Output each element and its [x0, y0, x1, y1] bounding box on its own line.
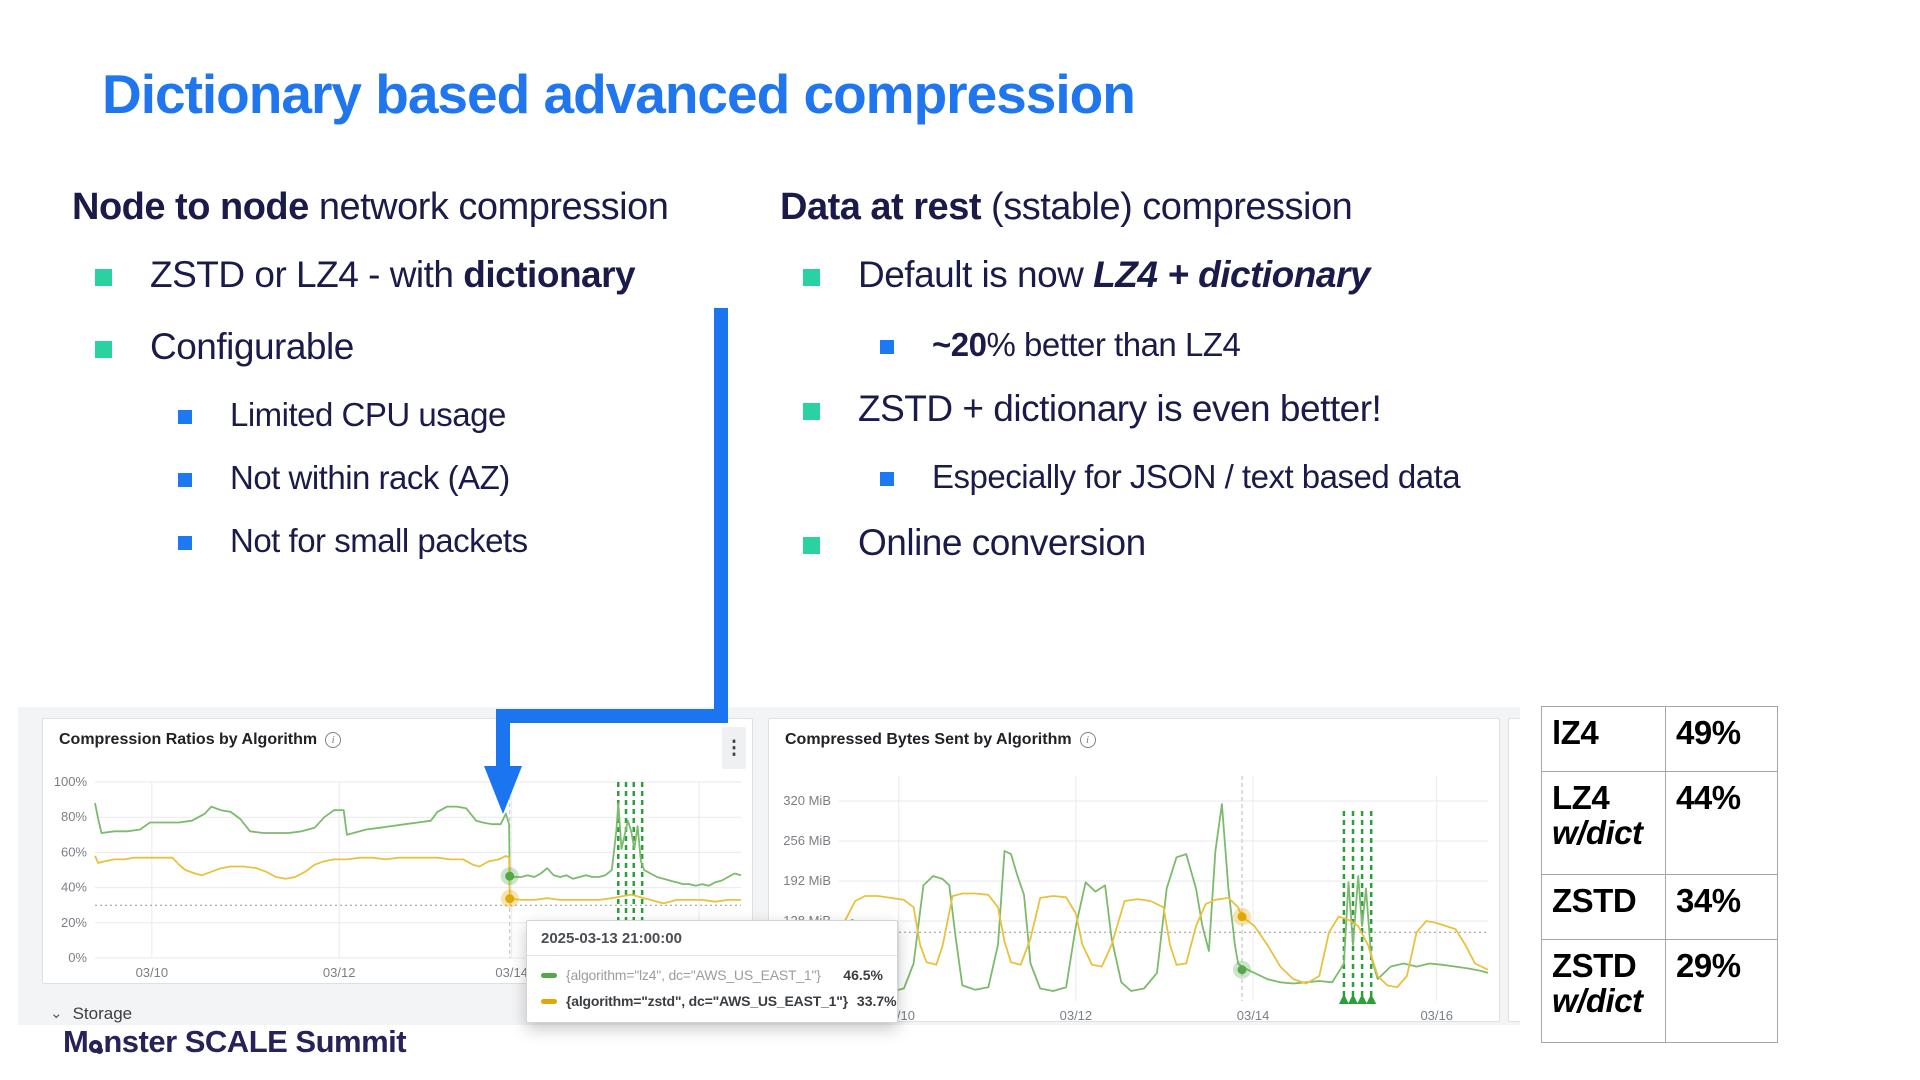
logo-text: nster SCALE Summit: [103, 1024, 407, 1059]
bullet-text: Default is now: [858, 254, 1094, 295]
algorithm-variant: w/dict: [1552, 814, 1643, 852]
tooltip-series-value: 46.5%: [843, 967, 883, 983]
bullet-online-conversion: Online conversion: [803, 522, 1146, 564]
left-heading-rest: network compression: [308, 186, 669, 228]
bullet-configurable: Configurable: [95, 326, 354, 368]
tooltip-series-label: {algorithm="lz4", dc="AWS_US_EAST_1"}: [566, 967, 821, 983]
chevron-down-icon: ⌄: [50, 1005, 63, 1022]
svg-text:256 MiB: 256 MiB: [783, 833, 831, 848]
bullet-text: Configurable: [150, 326, 354, 367]
svg-text:100%: 100%: [54, 774, 88, 789]
page-title: Dictionary based advanced compression: [102, 63, 1136, 125]
svg-text:0%: 0%: [68, 950, 87, 965]
tooltip-row-zstd: {algorithm="zstd", dc="AWS_US_EAST_1"} 3…: [527, 988, 897, 1014]
teal-bullet-icon: [95, 341, 112, 358]
compression-ratio-table: lZ4 49% LZ4 w/dict 44% ZSTD 34% ZSTD w/dic…: [1541, 706, 1778, 1043]
panel-title: Compression Ratios by Algorithm i: [59, 731, 342, 749]
series-color-pill: [541, 998, 557, 1004]
bullet-text: ZSTD + dictionary is even better!: [858, 388, 1382, 429]
left-column-heading: Node to node network compression: [72, 186, 669, 229]
bullet-text: Limited CPU usage: [230, 396, 506, 433]
bullet-default-lz4-dict: Default is now LZ4 + dictionary: [803, 254, 1370, 296]
ratio-value: 44%: [1665, 771, 1778, 875]
info-icon[interactable]: i: [325, 732, 342, 748]
table-row: ZSTD w/dict 29%: [1541, 939, 1778, 1043]
table-row: lZ4 49%: [1541, 706, 1778, 772]
right-column-heading: Data at rest (sstable) compression: [780, 186, 1353, 229]
series-color-pill: [541, 972, 557, 978]
teal-bullet-icon: [95, 269, 112, 286]
table-row: LZ4 w/dict 44%: [1541, 771, 1778, 875]
logo-text: M: [63, 1024, 89, 1059]
blue-bullet-icon: [178, 473, 192, 487]
svg-text:03/12: 03/12: [323, 965, 356, 980]
dashboard-row-storage[interactable]: ⌄ Storage: [50, 1004, 132, 1024]
algorithm-name: ZSTD: [1552, 947, 1637, 984]
tooltip-series-label: {algorithm="zstd", dc="AWS_US_EAST_1"}: [566, 993, 848, 1009]
svg-text:03/14: 03/14: [495, 965, 528, 980]
svg-text:80%: 80%: [61, 809, 87, 824]
bullet-zstd-dict-better: ZSTD + dictionary is even better!: [803, 388, 1382, 430]
bullet-text-bold: dictionary: [463, 254, 636, 295]
bullet-not-small-packets: Not for small packets: [178, 522, 528, 560]
bullet-text: ZSTD or LZ4 - with: [150, 254, 464, 295]
svg-text:60%: 60%: [61, 844, 87, 859]
svg-text:40%: 40%: [61, 880, 87, 895]
left-heading-bold: Node to node: [72, 186, 309, 228]
bullet-text: Especially for JSON / text based data: [932, 458, 1461, 495]
bullet-text-bold-italic: LZ4 + dictionary: [1093, 254, 1370, 295]
blue-bullet-icon: [178, 536, 192, 550]
algorithm-name: LZ4: [1552, 779, 1610, 816]
svg-text:20%: 20%: [61, 915, 87, 930]
bullet-text: Online conversion: [858, 522, 1146, 563]
bullet-json-text-data: Especially for JSON / text based data: [880, 458, 1461, 496]
teal-bullet-icon: [803, 403, 820, 420]
ratio-value: 29%: [1665, 939, 1778, 1043]
algorithm-variant: w/dict: [1552, 982, 1643, 1020]
bullet-text: Not for small packets: [230, 522, 528, 559]
svg-text:03/16: 03/16: [1420, 1008, 1453, 1023]
table-row: ZSTD 34%: [1541, 874, 1778, 940]
svg-text:03/14: 03/14: [1237, 1008, 1270, 1023]
bullet-text: Not within rack (AZ): [230, 459, 510, 496]
panel-title-text: Compressed Bytes Sent by Algorithm: [785, 731, 1072, 748]
svg-text:03/10: 03/10: [136, 965, 169, 980]
bullet-text-bold: ~20: [932, 326, 987, 363]
teal-bullet-icon: [803, 269, 820, 286]
ratio-value: 49%: [1665, 706, 1778, 772]
bullet-zstd-lz4: ZSTD or LZ4 - with dictionary: [95, 254, 636, 296]
panel-edge-sliver: [1508, 718, 1520, 1022]
ratio-value: 34%: [1665, 874, 1778, 940]
svg-text:320 MiB: 320 MiB: [783, 793, 831, 808]
info-icon[interactable]: i: [1079, 732, 1096, 748]
blue-bullet-icon: [880, 340, 894, 354]
blue-bullet-icon: [178, 410, 192, 424]
tooltip-series-value: 33.7%: [856, 993, 897, 1009]
tooltip-timestamp: 2025-03-13 21:00:00: [527, 921, 897, 956]
bullet-20pct-better: ~20% better than LZ4: [880, 326, 1241, 364]
algorithm-name: lZ4: [1552, 714, 1599, 751]
row-label: Storage: [72, 1004, 133, 1023]
tooltip-row-lz4: {algorithm="lz4", dc="AWS_US_EAST_1"} 46…: [527, 962, 897, 988]
chart-tooltip: 2025-03-13 21:00:00 {algorithm="lz4", dc…: [526, 920, 898, 1023]
bullet-text: % better than LZ4: [986, 326, 1241, 363]
blue-bullet-icon: [880, 472, 894, 486]
right-heading-bold: Data at rest: [780, 186, 981, 228]
bullet-limited-cpu: Limited CPU usage: [178, 396, 506, 434]
panel-title: Compressed Bytes Sent by Algorithm i: [785, 731, 1096, 749]
bullet-not-within-rack: Not within rack (AZ): [178, 459, 510, 497]
svg-text:192 MiB: 192 MiB: [783, 873, 831, 888]
right-heading-rest: (sstable) compression: [980, 186, 1353, 228]
svg-text:03/12: 03/12: [1060, 1008, 1093, 1023]
algorithm-name: ZSTD: [1552, 882, 1637, 919]
teal-bullet-icon: [803, 537, 820, 554]
logo-eye-icon: [89, 1040, 104, 1054]
panel-title-text: Compression Ratios by Algorithm: [59, 731, 318, 748]
